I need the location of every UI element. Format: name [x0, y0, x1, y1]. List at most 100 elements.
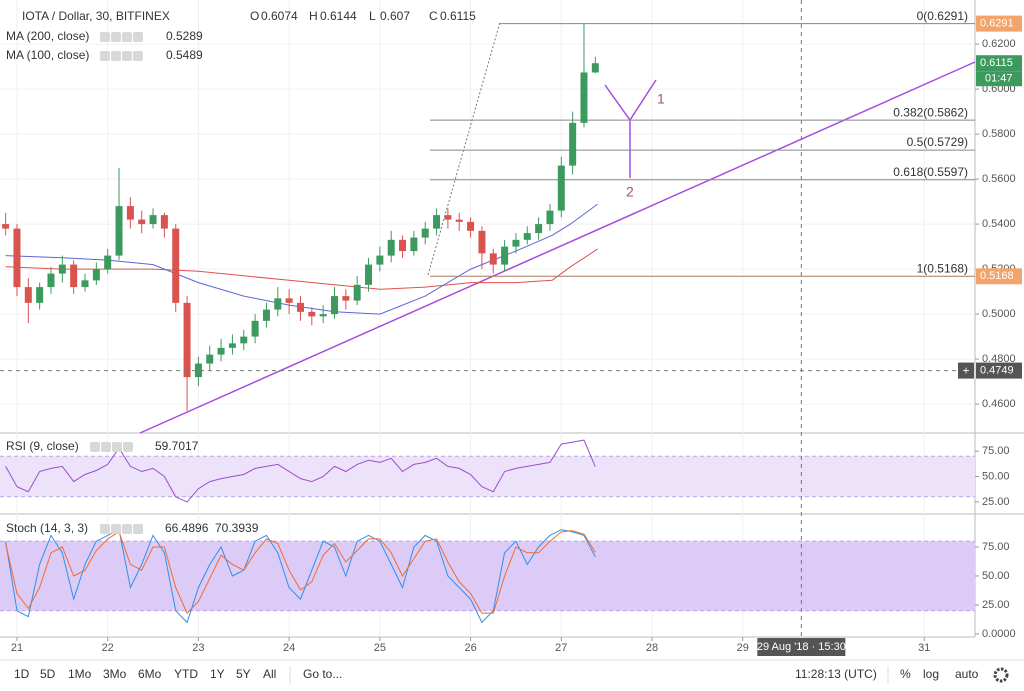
x-tick-label: 26	[464, 642, 476, 654]
fib-label: 0.618(0.5597)	[893, 165, 968, 179]
range-button[interactable]: 5D	[40, 667, 56, 681]
legend-icon[interactable]	[133, 51, 143, 61]
legend-icon[interactable]	[112, 442, 122, 452]
ma-line	[5, 248, 598, 290]
scale-option[interactable]: log	[923, 667, 939, 681]
candle-body	[512, 239, 520, 247]
candle-body	[160, 215, 168, 229]
ohlc-label: L	[369, 9, 376, 23]
ohlc-label: H	[309, 9, 318, 23]
ohlc-value: 0.6074	[261, 9, 298, 23]
range-button[interactable]: 1Mo	[68, 667, 92, 681]
y-tick-label: 25.00	[982, 496, 1010, 508]
candle-body	[399, 239, 407, 252]
candle-body	[455, 219, 463, 222]
range-button[interactable]: 1D	[14, 667, 30, 681]
y-tick-label: 0.5400	[982, 218, 1016, 230]
candle-body	[353, 284, 361, 301]
candle-body	[330, 296, 338, 315]
candle-body	[13, 228, 21, 288]
candle-body	[535, 224, 543, 234]
fib-label: 0(0.6291)	[917, 9, 968, 23]
ohlc-label: O	[250, 9, 259, 23]
legend-icon[interactable]	[101, 442, 111, 452]
scale-option[interactable]: %	[900, 667, 911, 681]
x-tick-label: 27	[555, 642, 567, 654]
legend-icon[interactable]	[133, 32, 143, 42]
candle-body	[421, 228, 429, 238]
candle-body	[591, 63, 599, 73]
legend-icon[interactable]	[123, 442, 133, 452]
legend-value: 0.5289	[166, 29, 203, 43]
crosshair-plus-icon: +	[962, 364, 969, 378]
range-button[interactable]: 5Y	[236, 667, 251, 681]
ohlc-label: C	[429, 9, 438, 23]
indicator-title: Stoch (14, 3, 3)	[6, 521, 88, 535]
candle-body	[2, 224, 10, 229]
legend-value: 59.7017	[155, 439, 199, 453]
legend-icon[interactable]	[111, 524, 121, 534]
price-tag	[976, 55, 1022, 72]
candle-body	[92, 269, 100, 281]
legend-icon[interactable]	[111, 51, 121, 61]
candle-body	[308, 311, 316, 317]
ohlc-value: 0.607	[380, 9, 410, 23]
indicator-line	[5, 439, 596, 503]
y-tick-label: 50.00	[982, 570, 1010, 582]
chart-title: IOTA / Dollar, 30, BITFINEX	[22, 9, 170, 23]
price-tag	[976, 15, 1022, 32]
price-tag	[976, 71, 1022, 87]
clock: 11:28:13 (UTC)	[795, 667, 877, 681]
goto-button[interactable]: Go to...	[303, 667, 342, 681]
crosshair-plus[interactable]	[958, 362, 974, 379]
legend-icon[interactable]	[111, 32, 121, 42]
legend-icon[interactable]	[122, 32, 132, 42]
ohlc-value: 0.6144	[320, 9, 357, 23]
settings-button[interactable]	[993, 667, 1009, 683]
legend-icon[interactable]	[122, 51, 132, 61]
candle-body	[24, 287, 32, 303]
candle-body	[240, 336, 248, 344]
range-button[interactable]: All	[263, 667, 276, 681]
legend-icon[interactable]	[100, 51, 110, 61]
indicator-line	[5, 528, 596, 624]
y-tick-label: 0.5800	[982, 128, 1016, 140]
crosshair-price-tag	[976, 362, 1022, 379]
candle-body	[433, 215, 441, 229]
legend-icon[interactable]	[90, 442, 100, 452]
range-button[interactable]: 3Mo	[103, 667, 127, 681]
candle-body	[70, 264, 78, 288]
candle-body	[569, 122, 577, 166]
legend-icon[interactable]	[122, 524, 132, 534]
y-tick-label: 50.00	[982, 470, 1010, 482]
candle-body	[149, 215, 157, 225]
candle-body	[217, 347, 225, 355]
trend-line[interactable]	[139, 61, 976, 434]
legend-value: 66.4896	[165, 521, 209, 535]
y-tick-label: 0.5000	[982, 308, 1016, 320]
x-tick-label: 22	[102, 642, 114, 654]
legend-icon[interactable]	[100, 524, 110, 534]
candle-body	[183, 302, 191, 378]
range-button[interactable]: YTD	[174, 667, 198, 681]
legend-icon[interactable]	[100, 32, 110, 42]
candle-body	[387, 239, 395, 256]
candle-body	[81, 280, 89, 288]
y-tick-label: 25.00	[982, 599, 1010, 611]
wave-label: 2	[626, 184, 634, 200]
marks-layer	[2, 23, 975, 624]
range-button[interactable]: 1Y	[210, 667, 225, 681]
y-tick-label: 0.5600	[982, 173, 1016, 185]
scale-option[interactable]: auto	[955, 667, 979, 681]
candle-body	[274, 298, 282, 310]
candle-body	[138, 219, 146, 225]
legend-icon[interactable]	[133, 524, 143, 534]
range-button[interactable]: 6Mo	[138, 667, 162, 681]
crosshair-price: 0.4749	[980, 364, 1014, 376]
y-tick-label: 0.4800	[982, 353, 1016, 365]
price-tag-label: 0.5168	[980, 270, 1014, 282]
candle-body	[489, 253, 497, 265]
x-tick-label: 28	[646, 642, 658, 654]
fib-label: 1(0.5168)	[917, 261, 968, 275]
